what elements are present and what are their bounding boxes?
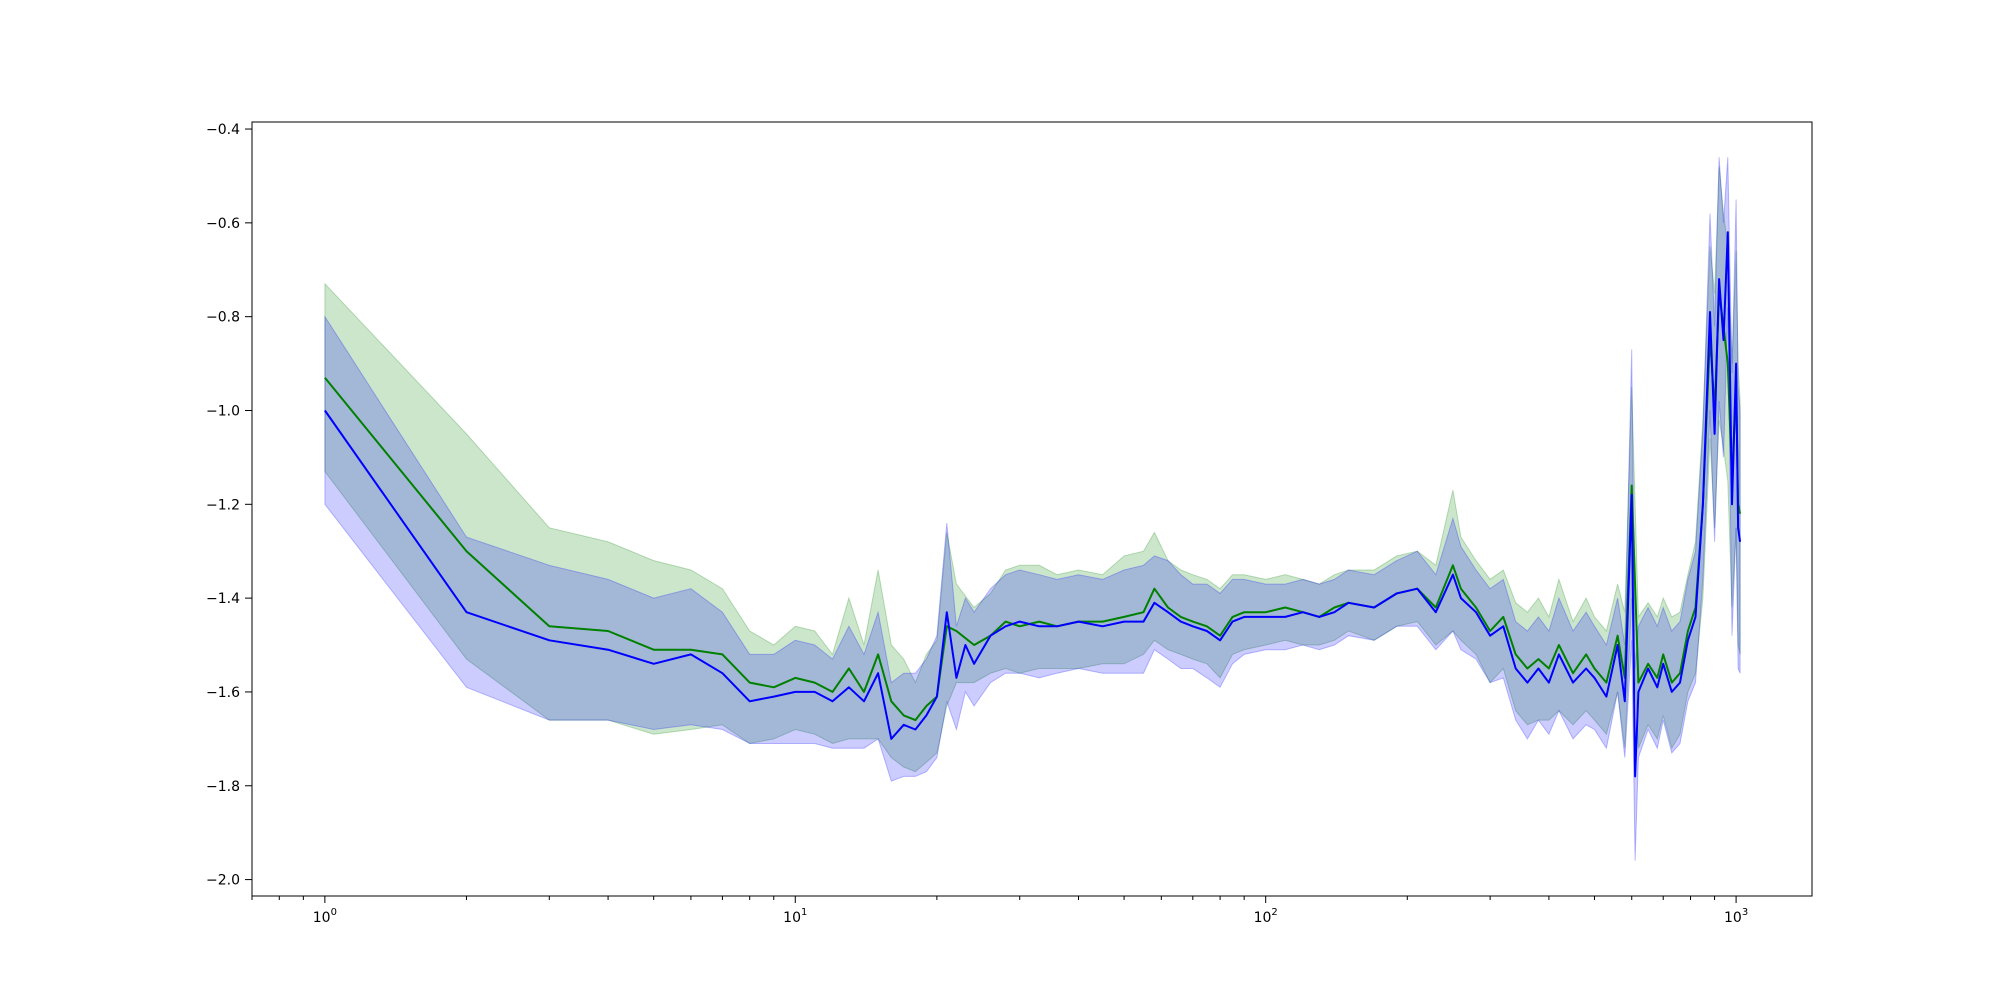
- y-tick-label: −0.6: [206, 216, 240, 232]
- plot-frame: [251, 121, 1813, 897]
- y-tick-label: −0.8: [206, 310, 240, 326]
- y-tick-label: −1.4: [206, 591, 240, 607]
- band-series-0: [324, 166, 1741, 773]
- x-tick-label: 102: [1254, 907, 1278, 926]
- x-tick-label: 101: [783, 907, 807, 926]
- x-tick-label: 100: [313, 907, 337, 926]
- y-tick-label: −1.2: [206, 497, 240, 513]
- y-tick-label: −1.8: [206, 779, 240, 795]
- confidence-bands: [324, 157, 1741, 861]
- x-tick-label: 103: [1724, 907, 1748, 926]
- series-lines: [324, 231, 1742, 778]
- y-tick-label: −0.4: [206, 122, 240, 138]
- y-tick-label: −2.0: [206, 873, 240, 889]
- x-axis: 100 101 102 103: [251, 896, 1748, 926]
- y-tick-label: −1.0: [206, 403, 240, 419]
- y-axis: −0.4 −0.6 −0.8 −1.0 −1.2 −1.4 −1.6 −1.8 −2.0: [206, 122, 252, 889]
- band-series-1: [324, 157, 1741, 861]
- line-series-1: [324, 231, 1742, 778]
- y-tick-label: −1.6: [206, 685, 240, 701]
